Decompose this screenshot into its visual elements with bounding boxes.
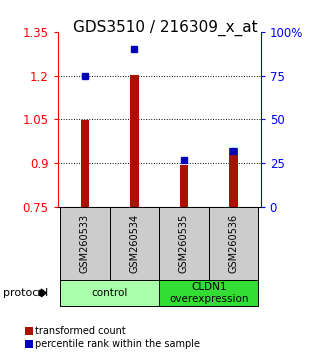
Text: GSM260534: GSM260534 [129, 214, 140, 273]
Bar [229, 148, 238, 207]
Text: GSM260535: GSM260535 [179, 214, 189, 273]
Text: control: control [91, 288, 128, 298]
Bar [130, 75, 139, 207]
Bar [81, 120, 89, 207]
Text: CLDN1
overexpression: CLDN1 overexpression [169, 282, 248, 304]
Legend: transformed count, percentile rank within the sample: transformed count, percentile rank withi… [25, 326, 200, 349]
Bar [180, 165, 188, 207]
Text: GDS3510 / 216309_x_at: GDS3510 / 216309_x_at [73, 19, 257, 36]
Text: GSM260536: GSM260536 [228, 214, 239, 273]
Text: protocol: protocol [3, 288, 49, 298]
Text: GSM260533: GSM260533 [80, 214, 90, 273]
